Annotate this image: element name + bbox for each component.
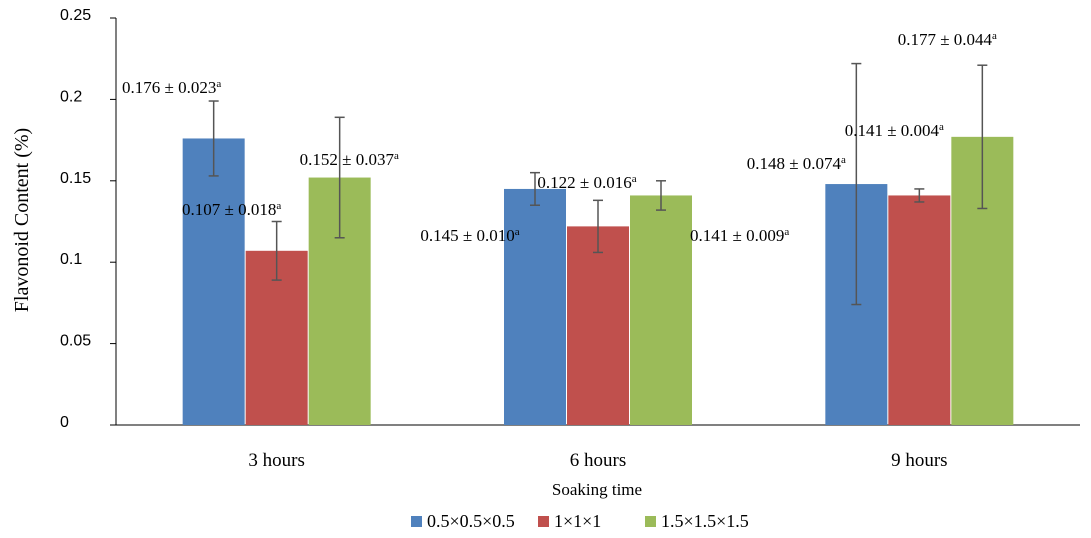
data-label: 0.152 ± 0.037a (300, 150, 399, 169)
legend-label: 0.5×0.5×0.5 (427, 511, 515, 531)
bar (630, 195, 692, 425)
category-label: 3 hours (248, 450, 304, 471)
error-bars (208, 62, 988, 306)
data-label-value: 0.107 ± 0.018 (182, 200, 276, 219)
data-label: 0.141 ± 0.004a (845, 121, 944, 140)
data-label: 0.145 ± 0.010a (420, 226, 519, 245)
data-label-superscript: a (394, 150, 399, 162)
category-labels: 3 hours 6 hours 9 hours (248, 450, 947, 471)
data-label-value: 0.141 ± 0.009 (690, 226, 784, 245)
y-tick-label: 0.25 (60, 7, 91, 24)
bar (182, 138, 245, 426)
data-label: 0.107 ± 0.018a (182, 200, 281, 219)
bar (504, 188, 566, 425)
y-axis-title: Flavonoid Content (%) (11, 128, 33, 312)
y-tick-label: 0.15 (60, 170, 91, 187)
y-tick-label: 0.1 (60, 251, 82, 268)
bars (182, 136, 1014, 426)
data-label-value: 0.122 ± 0.016 (537, 173, 631, 192)
data-label-value: 0.152 ± 0.037 (300, 150, 395, 169)
data-label-superscript: a (841, 154, 846, 166)
legend-label: 1.5×1.5×1.5 (661, 511, 749, 531)
data-label: 0.148 ± 0.074a (747, 154, 846, 173)
y-tick-label: 0.05 (60, 333, 91, 350)
legend-swatch (411, 516, 422, 527)
y-tick-label: 0.2 (60, 88, 82, 105)
data-label-superscript: a (992, 30, 997, 42)
category-label: 9 hours (891, 450, 947, 471)
data-label-superscript: a (939, 121, 944, 133)
data-label-superscript: a (216, 78, 221, 90)
data-label-value: 0.141 ± 0.004 (845, 121, 940, 140)
data-label-value: 0.145 ± 0.010 (420, 226, 514, 245)
data-label: 0.122 ± 0.016a (537, 173, 636, 192)
data-label-value: 0.176 ± 0.023 (122, 78, 216, 97)
y-axis-ticks: 0 0.05 0.1 0.15 0.2 0.25 (60, 7, 116, 431)
data-label-superscript: a (632, 173, 637, 185)
data-label-value: 0.148 ± 0.074 (747, 154, 842, 173)
data-label-superscript: a (784, 226, 789, 238)
legend: 0.5×0.5×0.5 1×1×1 1.5×1.5×1.5 (411, 511, 749, 531)
data-label-superscript: a (276, 200, 281, 212)
data-label-value: 0.177 ± 0.044 (898, 30, 993, 49)
legend-swatch (538, 516, 549, 527)
bar (888, 195, 951, 425)
legend-label: 1×1×1 (554, 511, 601, 531)
data-label: 0.176 ± 0.023a (122, 78, 221, 97)
y-tick-label: 0 (60, 414, 69, 431)
category-label: 6 hours (570, 450, 626, 471)
data-label: 0.177 ± 0.044a (898, 30, 997, 49)
x-axis-title: Soaking time (552, 480, 642, 499)
legend-swatch (645, 516, 656, 527)
bar (567, 226, 629, 425)
data-label: 0.141 ± 0.009a (690, 226, 789, 245)
data-label-superscript: a (515, 226, 520, 238)
